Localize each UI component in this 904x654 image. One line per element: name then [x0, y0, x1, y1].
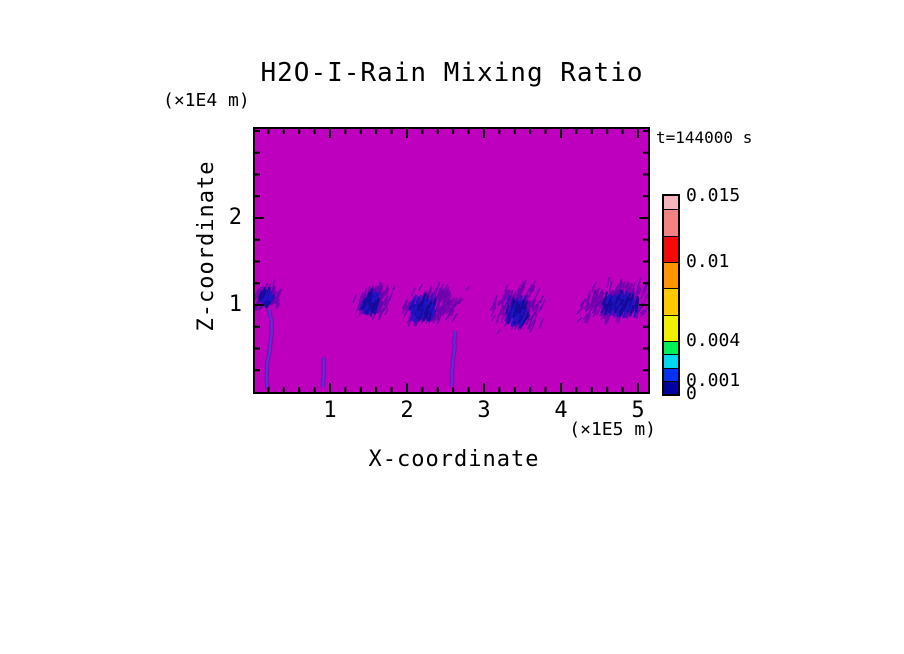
colorbar-box — [664, 367, 678, 381]
colorbar-box — [664, 235, 678, 262]
rain-plume — [489, 279, 546, 335]
x-axis-units-label: (×1E5 m) — [569, 419, 656, 440]
x-tick-label: 3 — [477, 398, 491, 423]
colorbar-label: 0.004 — [686, 330, 741, 352]
heatmap-canvas — [255, 129, 648, 392]
colorbar-box — [664, 196, 678, 210]
rain-streak — [320, 357, 327, 388]
plot-area — [253, 127, 650, 394]
x-tick-label: 4 — [554, 398, 568, 423]
time-annotation: t=144000 s — [656, 128, 753, 147]
rain-plume — [255, 278, 283, 312]
rain-streak — [449, 330, 458, 387]
colorbar-box — [664, 341, 678, 355]
colorbar — [662, 194, 680, 396]
rain-plume — [575, 276, 648, 326]
colorbar-box — [664, 354, 678, 368]
x-axis-title: X-coordinate — [368, 447, 540, 472]
colorbar-label: 0.015 — [686, 185, 741, 206]
colorbar-label: 0.01 — [686, 251, 730, 272]
rain-plume — [401, 281, 470, 327]
colorbar-label: 0.001 — [686, 369, 741, 391]
colorbar-label: 0 — [686, 383, 697, 404]
colorbar-box — [664, 261, 678, 289]
y-tick-label: 1 — [228, 292, 242, 317]
colorbar-box — [664, 314, 678, 342]
rain-plume — [352, 281, 396, 321]
colorbar-box — [664, 209, 678, 236]
y-axis-units-label: (×1E4 m) — [163, 90, 250, 111]
y-tick-label: 2 — [228, 205, 242, 230]
x-tick-label: 1 — [323, 398, 337, 423]
colorbar-box — [664, 380, 678, 394]
page-title: H2O-I-Rain Mixing Ratio — [260, 58, 644, 88]
rain-streak — [264, 309, 274, 390]
x-tick-label: 2 — [400, 398, 414, 423]
colorbar-box — [664, 288, 678, 315]
x-tick-label: 5 — [631, 398, 645, 423]
